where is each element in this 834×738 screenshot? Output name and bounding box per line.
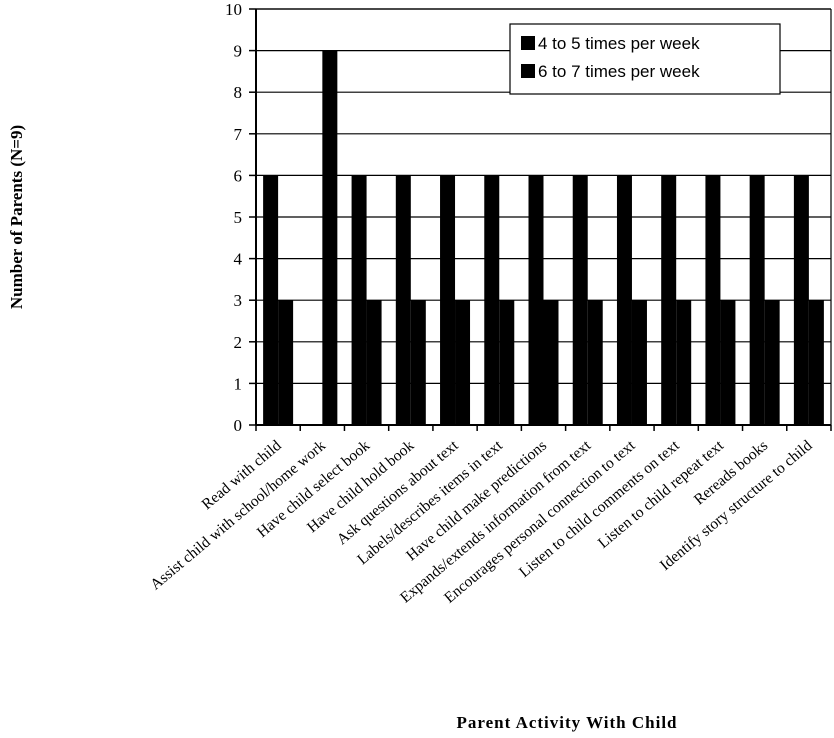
bar-6-to-7-4 (455, 300, 471, 425)
y-axis-title: Number of Parents (N=9) (7, 125, 26, 309)
y-tick-label: 7 (234, 125, 243, 144)
axes (249, 8, 832, 431)
y-tick-label: 3 (234, 291, 243, 310)
y-tick-labels: 0 1 2 3 4 5 6 7 8 9 10 (225, 0, 243, 435)
bar-6-to-7-1 (322, 50, 338, 425)
legend-label: 6 to 7 times per week (538, 62, 700, 81)
legend-swatch (521, 64, 535, 78)
bar-4-to-5-4 (440, 175, 456, 425)
bar-4-to-5-9 (661, 175, 677, 425)
bar-4-to-5-7 (572, 175, 588, 425)
legend: 4 to 5 times per week 6 to 7 times per we… (509, 23, 781, 95)
bar-6-to-7-5 (499, 300, 515, 425)
legend-swatch (521, 36, 535, 50)
legend-box (509, 23, 781, 95)
bar-4-to-5-11 (749, 175, 765, 425)
bar-6-to-7-8 (631, 300, 647, 425)
bar-6-to-7-12 (808, 300, 824, 425)
bars (263, 50, 824, 425)
bar-6-to-7-7 (587, 300, 603, 425)
y-tick-label: 4 (234, 250, 243, 269)
y-tick-label: 6 (234, 166, 243, 185)
bar-4-to-5-8 (616, 175, 632, 425)
bar-4-to-5-5 (484, 175, 500, 425)
bar-4-to-5-3 (395, 175, 411, 425)
bar-6-to-7-2 (366, 300, 382, 425)
bar-6-to-7-9 (676, 300, 692, 425)
bar-6-to-7-3 (410, 300, 426, 425)
bar-6-to-7-11 (764, 300, 780, 425)
bar-4-to-5-6 (528, 175, 544, 425)
bar-4-to-5-10 (705, 175, 721, 425)
bar-6-to-7-10 (720, 300, 736, 425)
bar-6-to-7-6 (543, 300, 559, 425)
legend-label: 4 to 5 times per week (538, 34, 700, 53)
bar-4-to-5-12 (793, 175, 809, 425)
y-tick-label: 1 (234, 374, 243, 393)
y-tick-label: 9 (234, 42, 243, 61)
bar-6-to-7-0 (278, 300, 294, 425)
y-tick-label: 8 (234, 83, 243, 102)
y-tick-label: 5 (234, 208, 243, 227)
y-tick-label: 2 (234, 333, 243, 352)
x-tick-label: Assist child with school/home work (147, 437, 329, 594)
y-tick-label: 0 (234, 416, 243, 435)
y-tick-label: 10 (225, 0, 242, 19)
x-axis-title: Parent Activity With Child (456, 713, 677, 732)
bar-4-to-5-2 (351, 175, 367, 425)
bar-4-to-5-0 (263, 175, 279, 425)
